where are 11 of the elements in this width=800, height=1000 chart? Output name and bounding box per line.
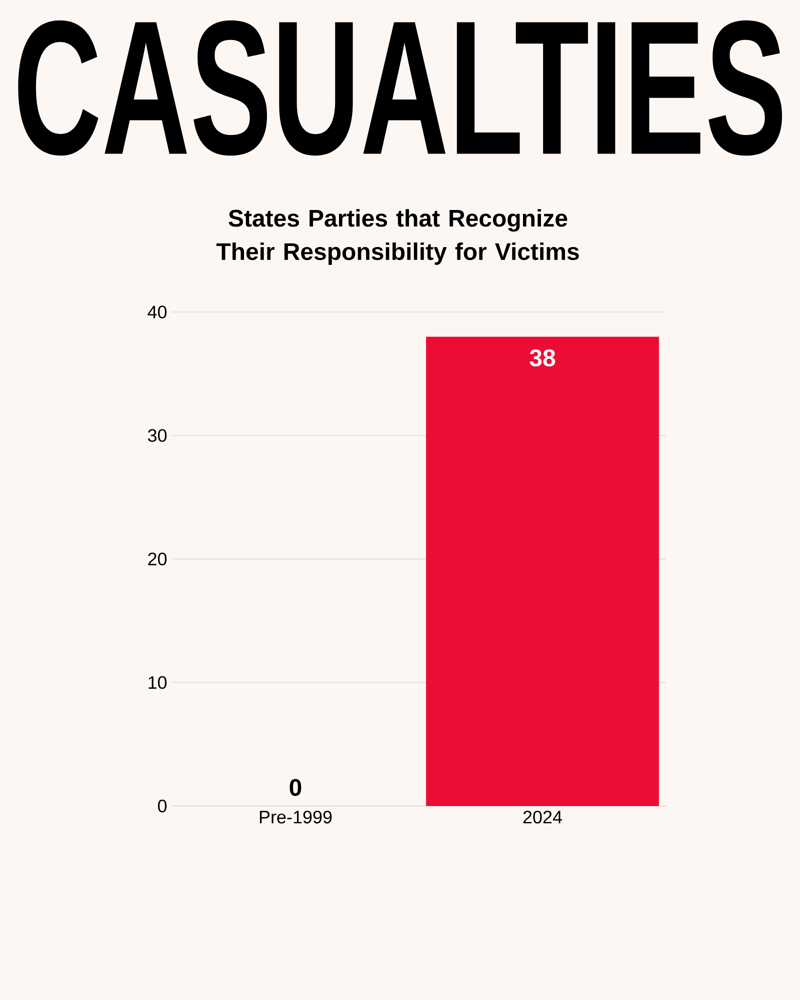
y-tick-label: 40 xyxy=(148,306,167,318)
data-label: 0 xyxy=(290,778,302,796)
y-tick-label: 10 xyxy=(148,676,167,689)
y-tick-label: 0 xyxy=(158,800,167,812)
chart-subtitle: States Parties that Recognize Their Responsibility for Victims xyxy=(216,209,579,265)
chart-title: CASUALTIES xyxy=(18,20,782,156)
y-tick-label: 30 xyxy=(148,429,167,442)
y-tick-label: 20 xyxy=(148,552,167,566)
data-label: 38 xyxy=(530,349,556,366)
x-tick-label: Pre-1999 xyxy=(260,810,332,824)
x-tick-label: 2024 xyxy=(523,810,562,824)
